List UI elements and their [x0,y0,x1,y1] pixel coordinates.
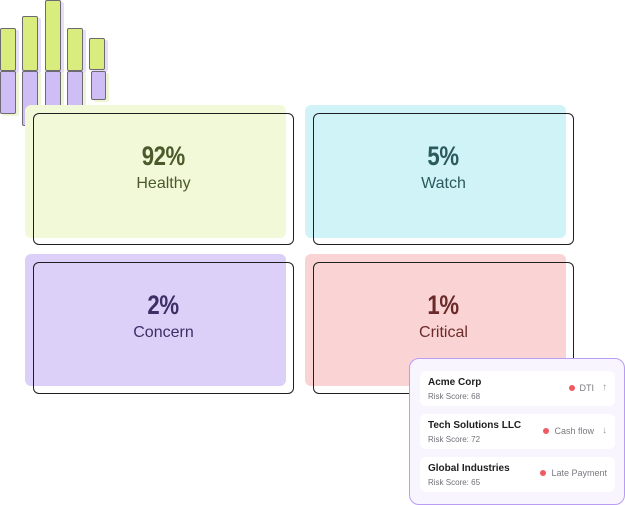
card-watch-fill [305,105,566,238]
risk-item[interactable]: Tech Solutions LLC Risk Score: 72 Cash f… [420,414,615,449]
bar-1-lower [0,71,16,114]
risk-score: Risk Score: 72 [428,435,481,444]
bar-2-upper [22,16,38,71]
flag-label: Late Payment [551,468,607,478]
flag-label: Cash flow [554,425,594,436]
critical-percent: 1% [427,289,460,320]
status-dot-icon [540,470,547,476]
bar-4-upper [67,28,83,71]
risk-item[interactable]: Acme Corp Risk Score: 68 DTI ↑ [420,371,615,406]
bar-5-lower [91,71,106,100]
bar-5-upper [89,38,105,70]
risk-panel: Acme Corp Risk Score: 68 DTI ↑ Tech Solu… [409,358,625,505]
card-concern-fill [25,254,286,386]
company-name: Tech Solutions LLC [428,420,522,431]
risk-score: Risk Score: 68 [428,392,481,401]
flag-label: DTI [579,382,595,393]
risk-score: Risk Score: 65 [428,478,481,487]
status-dot-icon [543,427,550,434]
arrow-down-icon: ↓ [602,425,607,436]
concern-label: Concern [133,323,194,341]
watch-label: Watch [421,174,466,192]
risk-item[interactable]: Global Industries Risk Score: 65 Late Pa… [420,457,615,492]
healthy-label: Healthy [136,174,191,192]
card-concern[interactable]: 2% Concern [33,262,294,394]
bar-3-upper [45,0,61,71]
healthy-percent: 92% [141,140,186,171]
watch-percent: 5% [427,140,460,171]
company-name: Global Industries [428,463,510,474]
bar-1-upper [0,28,16,71]
card-healthy-fill [25,105,286,238]
risk-flag: DTI ↑ [568,382,607,393]
status-dot-icon [568,384,575,391]
risk-flag: Cash flow ↓ [543,425,607,436]
critical-label: Critical [419,323,468,341]
card-watch[interactable]: 5% Watch [313,113,574,245]
company-name: Acme Corp [428,377,482,388]
card-healthy[interactable]: 92% Healthy [33,113,294,245]
arrow-up-icon: ↑ [602,382,607,393]
risk-flag: Late Payment [540,468,607,478]
concern-percent: 2% [147,289,180,320]
